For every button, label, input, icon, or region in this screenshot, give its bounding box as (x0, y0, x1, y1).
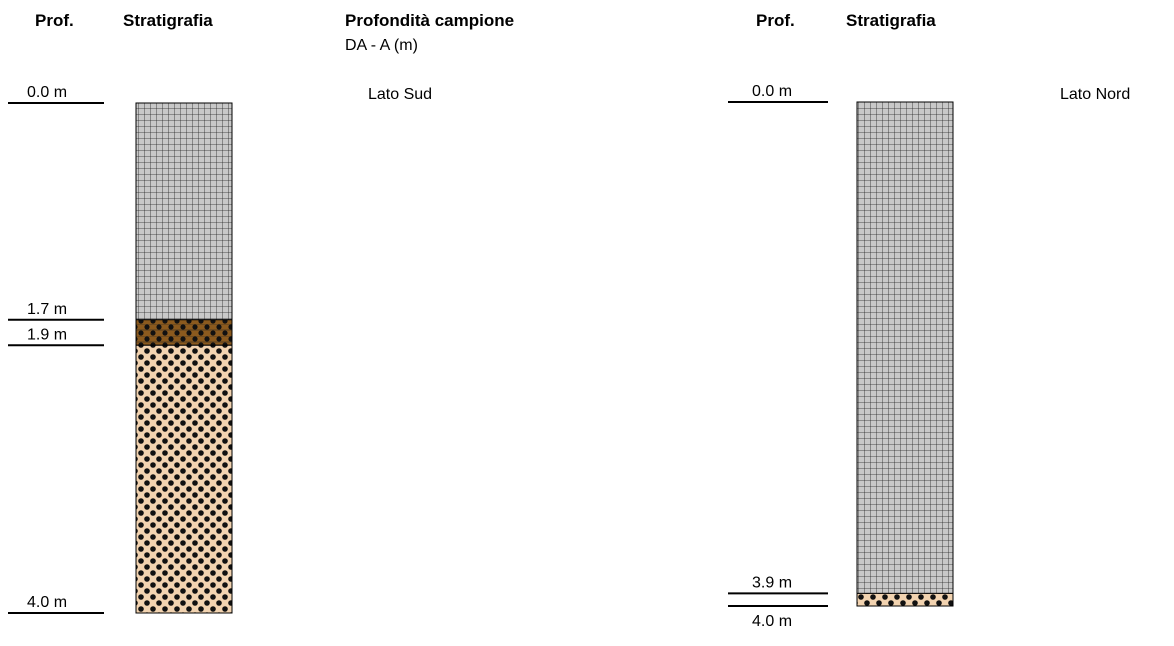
layer (135, 344, 233, 614)
layer (856, 101, 954, 594)
depth-label: 1.7 m (27, 301, 67, 318)
depth-label: 4.0 m (752, 613, 792, 630)
prof-header: Prof. (35, 11, 74, 30)
layer (135, 319, 233, 346)
strat-header: Stratigrafia (846, 11, 936, 30)
sample-subheader: DA - A (m) (345, 37, 418, 54)
layer (856, 592, 954, 607)
depth-label: 1.9 m (27, 326, 67, 343)
layer (135, 102, 233, 321)
strat-header: Stratigrafia (123, 11, 213, 30)
depth-label: 3.9 m (752, 574, 792, 591)
depth-label: 0.0 m (27, 84, 67, 101)
prof-header: Prof. (756, 11, 795, 30)
side-label: Lato Nord (1060, 86, 1130, 103)
side-label: Lato Sud (368, 86, 432, 103)
depth-label: 4.0 m (27, 594, 67, 611)
depth-label: 0.0 m (752, 83, 792, 100)
sample-header: Profondità campione (345, 11, 514, 30)
